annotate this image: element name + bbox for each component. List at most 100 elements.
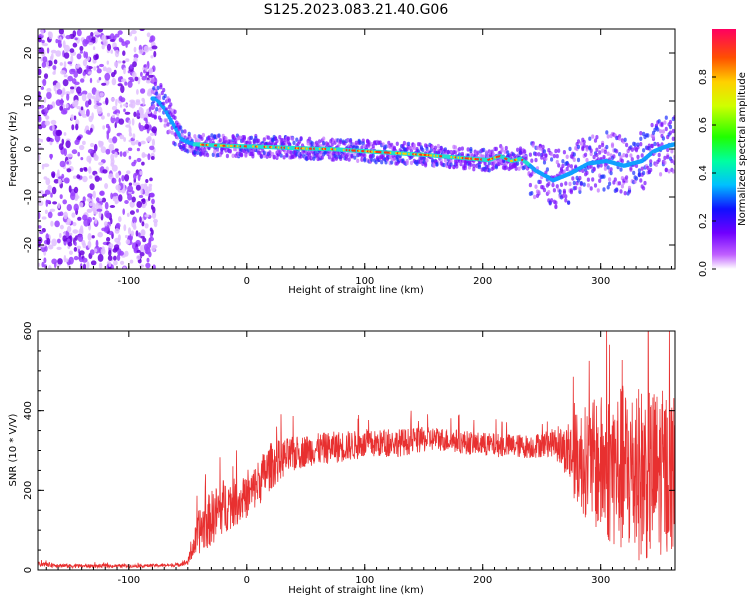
ridge-halo xyxy=(268,150,272,155)
noise-speckle xyxy=(50,49,57,54)
noise-speckle xyxy=(118,194,123,202)
ridge-halo xyxy=(152,103,156,109)
ridge-halo xyxy=(561,163,565,169)
ridge-halo xyxy=(534,184,538,189)
noise-speckle xyxy=(55,38,59,44)
noise-speckle xyxy=(42,56,48,63)
ridge-halo xyxy=(446,149,450,155)
noise-speckle xyxy=(50,119,57,125)
noise-speckle xyxy=(136,255,141,261)
noise-speckle xyxy=(118,177,121,183)
noise-speckle xyxy=(65,103,69,109)
ridge-halo xyxy=(170,130,174,135)
noise-speckle xyxy=(93,66,97,71)
ridge-halo xyxy=(317,139,322,144)
ridge-halo xyxy=(558,189,562,194)
ridge-halo xyxy=(425,146,429,152)
noise-speckle xyxy=(66,204,73,211)
noise-speckle xyxy=(89,183,95,191)
noise-speckle xyxy=(55,50,62,57)
noise-speckle xyxy=(82,175,88,183)
noise-speckle xyxy=(51,238,57,247)
noise-speckle xyxy=(89,202,94,207)
x-tick-label: 300 xyxy=(591,575,610,586)
noise-speckle xyxy=(99,92,104,97)
noise-speckle xyxy=(123,266,126,269)
ridge-halo xyxy=(542,160,547,165)
noise-speckle xyxy=(44,189,51,195)
ridge-halo xyxy=(306,141,310,146)
ridge-halo xyxy=(339,139,343,145)
noise-speckle xyxy=(138,49,144,55)
ridge-halo xyxy=(639,178,643,183)
ridge-halo xyxy=(530,158,534,163)
ridge-halo xyxy=(667,169,671,174)
ridge-halo xyxy=(649,159,653,164)
noise-speckle xyxy=(140,187,143,196)
noise-speckle xyxy=(63,74,68,78)
noise-speckle xyxy=(120,85,125,94)
ridge-halo xyxy=(244,153,248,158)
ridge-halo xyxy=(581,168,585,173)
noise-speckle xyxy=(105,97,109,106)
ridge-halo xyxy=(578,175,582,181)
noise-speckle xyxy=(46,87,52,93)
noise-speckle xyxy=(101,227,107,232)
noise-speckle xyxy=(122,151,127,157)
ridge-halo xyxy=(555,159,559,165)
noise-speckle xyxy=(119,151,123,157)
noise-speckle xyxy=(42,78,47,87)
noise-speckle xyxy=(80,157,84,161)
noise-speckle xyxy=(87,216,92,223)
ridge-halo xyxy=(337,150,341,156)
ridge-halo xyxy=(582,143,586,148)
colorbar-tick-label: 0.4 xyxy=(698,165,709,181)
noise-speckle xyxy=(87,148,94,154)
noise-speckle xyxy=(101,197,107,203)
noise-speckle xyxy=(111,72,116,78)
noise-speckle xyxy=(87,92,93,101)
ridge-halo xyxy=(299,154,303,159)
ridge-halo xyxy=(661,136,666,141)
noise-speckle xyxy=(67,75,73,82)
noise-speckle xyxy=(79,50,83,54)
noise-speckle xyxy=(135,230,139,237)
ridge-halo xyxy=(442,162,446,168)
noise-speckle xyxy=(127,147,133,152)
ridge-halo xyxy=(217,133,221,138)
noise-speckle xyxy=(93,97,97,105)
noise-speckle xyxy=(40,86,44,90)
ridge-halo xyxy=(545,167,550,172)
noise-speckle xyxy=(139,245,143,252)
noise-speckle xyxy=(138,195,144,198)
noise-speckle xyxy=(138,122,141,129)
noise-speckle xyxy=(70,114,74,121)
noise-speckle xyxy=(38,36,42,43)
noise-speckle xyxy=(38,190,44,195)
noise-speckle xyxy=(122,208,125,215)
ridge-halo xyxy=(486,164,490,169)
noise-speckle xyxy=(63,211,68,220)
noise-speckle xyxy=(148,74,154,78)
ridge-halo xyxy=(605,130,609,135)
ridge-halo xyxy=(565,154,569,159)
ridge-halo xyxy=(150,113,154,118)
noise-speckle xyxy=(146,71,150,76)
noise-speckle xyxy=(98,161,104,166)
ridge-halo xyxy=(544,156,548,161)
noise-speckle xyxy=(115,222,121,229)
x-tick-label: -100 xyxy=(117,575,140,586)
noise-speckle xyxy=(121,175,125,182)
noise-speckle xyxy=(146,257,150,263)
noise-speckle xyxy=(108,173,114,180)
ridge-halo xyxy=(530,191,534,196)
noise-speckle xyxy=(114,122,117,129)
noise-speckle xyxy=(146,32,151,38)
ridge-halo xyxy=(576,157,581,163)
noise-speckle xyxy=(149,227,153,232)
noise-speckle xyxy=(133,173,137,180)
y-tick-label: 10 xyxy=(23,95,34,108)
noise-speckle xyxy=(73,81,80,86)
noise-speckle xyxy=(63,61,67,69)
ridge-halo xyxy=(356,158,360,163)
